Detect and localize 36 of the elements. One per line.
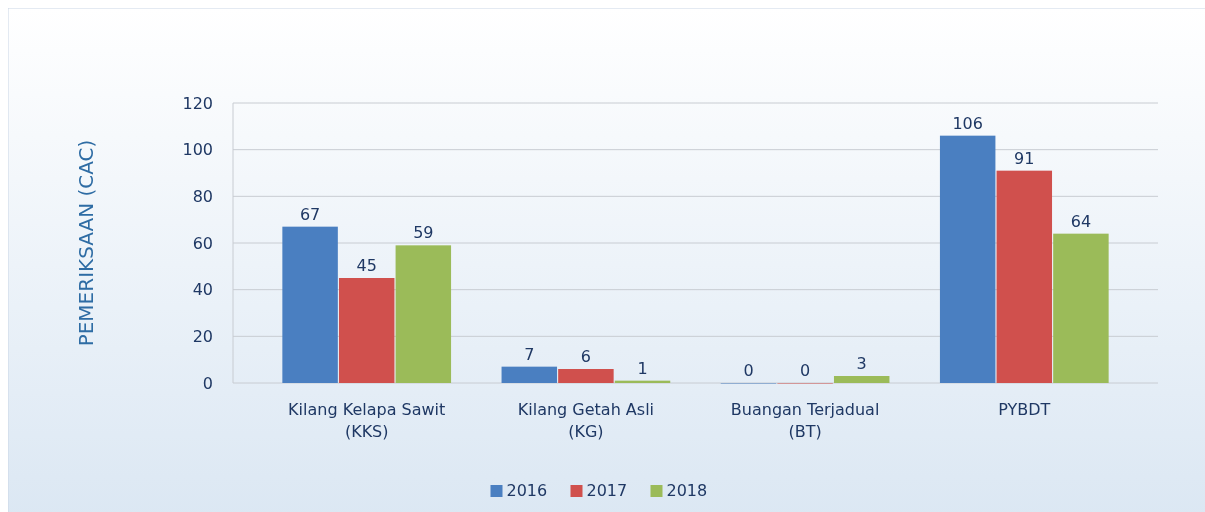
data-label: 0 bbox=[800, 361, 811, 380]
bar bbox=[395, 245, 452, 383]
legend-label: 2016 bbox=[506, 481, 548, 500]
bar bbox=[501, 366, 558, 383]
data-label: 59 bbox=[413, 223, 434, 243]
data-label: 106 bbox=[952, 113, 983, 133]
data-label: 1 bbox=[637, 358, 648, 378]
y-axis-title: PEMERIKSAAN (CAC) bbox=[74, 139, 98, 347]
bar bbox=[338, 278, 395, 383]
data-label: 7 bbox=[524, 344, 535, 364]
data-label: 45 bbox=[356, 256, 377, 275]
legend-label: 2018 bbox=[666, 481, 708, 500]
data-label: 3 bbox=[856, 354, 867, 373]
y-tick-label: 60 bbox=[192, 233, 213, 253]
data-label: 64 bbox=[1070, 211, 1092, 231]
y-tick-label: 0 bbox=[202, 373, 213, 393]
y-tick-label: 120 bbox=[182, 93, 213, 113]
data-label: 6 bbox=[580, 347, 591, 366]
y-tick-label: 20 bbox=[192, 326, 213, 346]
bar bbox=[833, 376, 890, 383]
data-label: 91 bbox=[1014, 148, 1035, 168]
data-label: 0 bbox=[743, 361, 754, 380]
bar bbox=[558, 369, 614, 383]
bar bbox=[996, 170, 1053, 383]
y-tick-label: 40 bbox=[192, 280, 213, 300]
bar bbox=[282, 226, 338, 383]
bar bbox=[939, 135, 996, 383]
x-tick-label: PYBDT bbox=[998, 400, 1051, 419]
x-tick-label: Kilang Kelapa Sawit (KKS) bbox=[288, 400, 446, 441]
x-tick-label: Buangan Terjadual (BT) bbox=[730, 400, 880, 441]
bar bbox=[1053, 233, 1109, 383]
data-label: 67 bbox=[299, 204, 321, 224]
y-tick-label: 80 bbox=[192, 186, 213, 206]
x-tick-label: Kilang Getah Asli (KG) bbox=[517, 400, 655, 441]
y-tick-label: 100 bbox=[182, 140, 213, 160]
legend-label: 2017 bbox=[586, 481, 628, 500]
